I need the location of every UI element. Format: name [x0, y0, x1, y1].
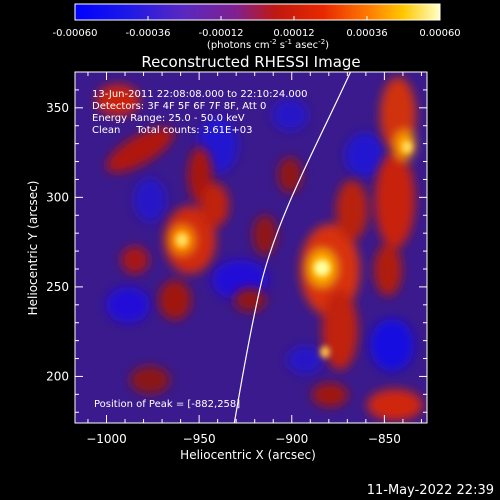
annotation-energy: Energy Range: 25.0 - 50.0 keV [92, 113, 245, 124]
x-tick-labels: −1000 −950 −900 −850 [86, 432, 401, 446]
colorbar-tick-label: 0.00012 [273, 28, 314, 39]
annotation-method: Clean Total counts: 3.61E+03 [92, 125, 252, 136]
image-emission-regions [96, 77, 423, 421]
colorbar-tick-label: 0.00060 [419, 28, 460, 39]
axis-ticks [75, 71, 427, 423]
colorbar-tick-label: 0.00036 [346, 28, 387, 39]
colorbar-gradient [74, 3, 441, 21]
y-tick-label: 250 [46, 280, 69, 294]
rhessi-image [75, 72, 427, 423]
y-axis-label: Heliocentric Y (arcsec) [26, 181, 40, 316]
plot-frame [74, 71, 428, 424]
x-tick-label: −950 [183, 432, 216, 446]
colorbar-unit-label: (photons cm-2 s-1 asec-2) [207, 38, 329, 51]
x-axis-label: Heliocentric X (arcsec) [180, 448, 316, 462]
footer-date: 11-May-2022 22:39 [367, 483, 494, 498]
x-tick-label: −1000 [86, 432, 127, 446]
x-tick-label: −850 [368, 432, 401, 446]
colorbar-tick-label: -0.00012 [199, 28, 244, 39]
image-annotations: 13-Jun-2011 22:08:08.000 to 22:10:24.000… [92, 89, 308, 410]
y-tick-labels: 200 250 300 350 [46, 101, 69, 384]
solar-limb-curve [233, 72, 352, 423]
annotation-detectors: Detectors: 3F 4F 5F 6F 7F 8F, Att 0 [92, 101, 266, 112]
annotation-peak: Position of Peak = [-882,258] [94, 399, 240, 410]
colorbar-tick-label: -0.00036 [126, 28, 171, 39]
y-tick-label: 300 [46, 190, 69, 204]
colorbar-tick-label: -0.00060 [53, 28, 98, 39]
x-tick-label: −900 [275, 432, 308, 446]
colorbar: (photons cm-2 s-1 asec-2) -0.00060 -0.000… [53, 3, 461, 51]
y-tick-label: 350 [46, 101, 69, 115]
y-tick-label: 200 [46, 369, 69, 383]
plot-title: Reconstructed RHESSI Image [141, 53, 360, 71]
colorbar-ticks [74, 16, 441, 20]
image-hotspots [176, 141, 412, 358]
annotation-time-range: 13-Jun-2011 22:08:08.000 to 22:10:24.000 [92, 89, 308, 100]
